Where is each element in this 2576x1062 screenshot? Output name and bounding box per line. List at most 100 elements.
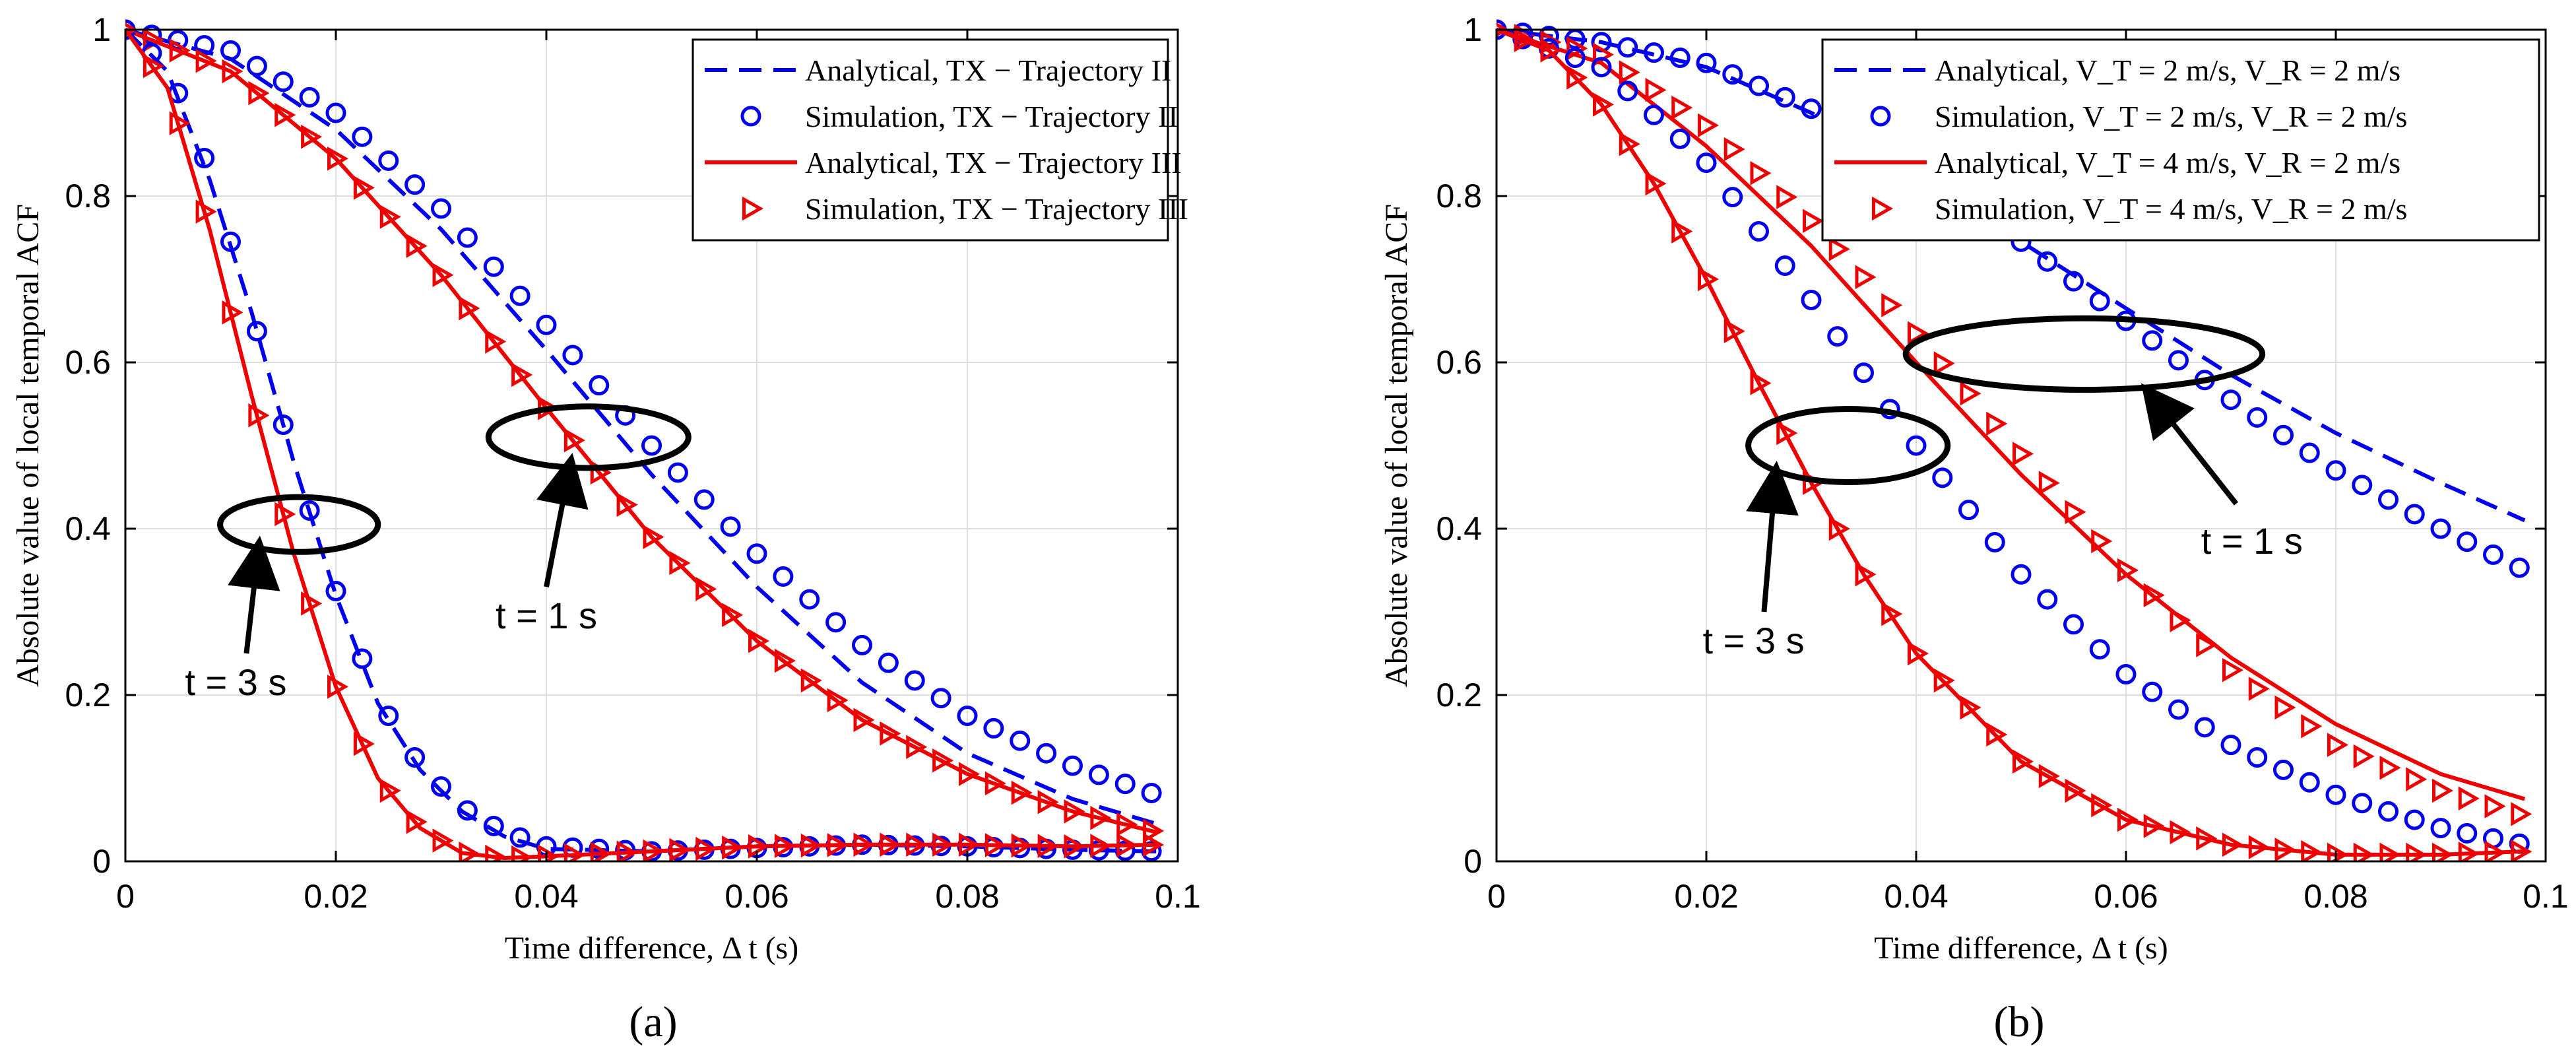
annotation-text: t = 1 s bbox=[2201, 520, 2303, 562]
data-point bbox=[406, 809, 428, 834]
data-point bbox=[1776, 185, 1798, 209]
data-point bbox=[880, 721, 901, 746]
data-point bbox=[1593, 92, 1615, 117]
data-point bbox=[616, 840, 638, 861]
data-point bbox=[2406, 767, 2428, 791]
annotation-1: t = 3 s bbox=[1703, 406, 1951, 661]
data-point bbox=[194, 148, 215, 169]
data-point bbox=[2248, 677, 2270, 701]
data-point bbox=[2168, 699, 2189, 720]
data-point bbox=[2117, 558, 2139, 583]
data-point bbox=[2484, 794, 2506, 818]
data-point bbox=[1906, 435, 1927, 456]
data-point bbox=[325, 581, 346, 601]
y-tick-label: 0.8 bbox=[65, 178, 111, 215]
annotation-ellipse bbox=[217, 494, 381, 555]
data-point bbox=[1749, 221, 1769, 242]
series-markers-1 bbox=[125, 19, 1162, 803]
data-point bbox=[1669, 128, 1690, 149]
data-point bbox=[1750, 371, 1772, 395]
data-point bbox=[1881, 601, 1903, 626]
data-point bbox=[483, 256, 504, 277]
data-point bbox=[1671, 95, 1693, 120]
data-point bbox=[2194, 717, 2215, 738]
data-point bbox=[248, 81, 270, 106]
y-tick-label: 0.6 bbox=[65, 344, 111, 381]
data-point bbox=[2274, 838, 2296, 861]
data-point bbox=[1644, 104, 1664, 125]
series-line-0 bbox=[125, 28, 1157, 826]
data-point bbox=[1540, 38, 1562, 63]
data-point bbox=[746, 543, 767, 564]
data-point bbox=[2432, 842, 2454, 861]
data-point bbox=[1960, 695, 1981, 720]
data-point bbox=[722, 835, 744, 860]
data-point bbox=[562, 345, 583, 366]
data-point bbox=[564, 843, 585, 861]
data-point bbox=[1722, 64, 1743, 85]
plot-frame bbox=[124, 28, 1179, 863]
data-point bbox=[720, 516, 741, 537]
data-point bbox=[669, 838, 691, 861]
data-point bbox=[431, 198, 451, 219]
data-point bbox=[2037, 589, 2058, 610]
data-point bbox=[2143, 814, 2165, 838]
data-point bbox=[483, 815, 504, 836]
panel-label: (a) bbox=[629, 998, 677, 1046]
data-point bbox=[2247, 747, 2268, 768]
data-point bbox=[1774, 86, 1795, 108]
data-point bbox=[1853, 362, 1874, 383]
legend-label: Simulation, TX − Trajectory III bbox=[805, 192, 1188, 226]
series-markers-4 bbox=[1497, 19, 2530, 854]
data-point bbox=[2327, 842, 2349, 861]
data-point bbox=[695, 577, 717, 601]
data-point bbox=[1828, 237, 1850, 261]
data-point bbox=[431, 776, 451, 797]
data-point bbox=[983, 717, 1004, 739]
data-point bbox=[1801, 290, 1822, 310]
x-tick-label: 0.02 bbox=[1674, 878, 1738, 915]
data-point bbox=[2063, 614, 2084, 635]
legend-entry-1: Simulation, V_T = 2 m/s, V_R = 2 m/s bbox=[1870, 100, 2407, 133]
data-point bbox=[667, 462, 688, 483]
annotation-arrow bbox=[536, 453, 589, 587]
data-point bbox=[143, 53, 164, 79]
data-point bbox=[904, 670, 925, 691]
data-point bbox=[932, 748, 954, 773]
legend-label: Analytical, V_T = 2 m/s, V_R = 2 m/s bbox=[1935, 53, 2400, 87]
legend-box bbox=[1821, 38, 2540, 242]
data-point bbox=[1619, 131, 1640, 156]
data-point bbox=[2353, 744, 2375, 769]
y-tick-label: 0 bbox=[92, 843, 111, 880]
data-point bbox=[1591, 57, 1612, 78]
data-point bbox=[222, 59, 243, 84]
data-point bbox=[1908, 641, 1929, 666]
data-point bbox=[827, 833, 849, 857]
data-point bbox=[853, 832, 875, 857]
plot-frame bbox=[1495, 28, 2547, 863]
legend-entry-3: Simulation, V_T = 4 m/s, V_R = 2 m/s bbox=[1872, 192, 2407, 226]
annotation-text: t = 3 s bbox=[185, 661, 286, 703]
data-point bbox=[2299, 442, 2320, 463]
data-point bbox=[301, 124, 323, 149]
data-point bbox=[2247, 407, 2268, 428]
data-point bbox=[2378, 801, 2399, 822]
data-point bbox=[1776, 420, 1798, 446]
data-point bbox=[2038, 764, 2060, 789]
data-point bbox=[2115, 664, 2137, 684]
data-point bbox=[800, 833, 822, 858]
y-tick-label: 0.6 bbox=[1436, 344, 1482, 381]
data-point bbox=[930, 688, 951, 709]
data-point bbox=[2406, 842, 2428, 861]
data-point bbox=[2170, 608, 2191, 632]
data-point bbox=[641, 435, 662, 456]
data-point bbox=[2222, 657, 2244, 682]
data-point bbox=[799, 589, 820, 610]
annotation-text: t = 1 s bbox=[496, 595, 597, 636]
data-point bbox=[2404, 809, 2425, 830]
x-axis-label: Time difference, Δ t (s) bbox=[505, 931, 798, 966]
data-point bbox=[2222, 832, 2244, 857]
data-point bbox=[1566, 65, 1588, 90]
data-point bbox=[432, 263, 454, 288]
data-point bbox=[2353, 842, 2375, 861]
